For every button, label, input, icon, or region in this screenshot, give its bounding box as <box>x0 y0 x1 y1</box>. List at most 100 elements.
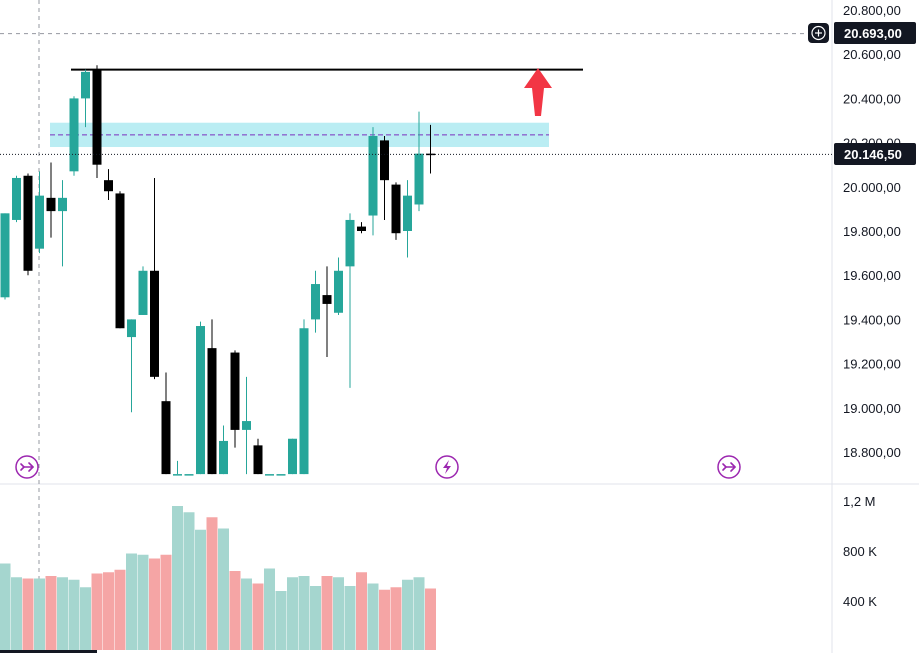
event-icon-right[interactable] <box>717 455 741 479</box>
candle <box>161 372 171 475</box>
volume-bar <box>45 576 57 650</box>
volume-bar <box>57 577 68 650</box>
candle-body <box>81 71 90 99</box>
candle <box>276 474 286 476</box>
candle-body <box>161 401 171 475</box>
candle <box>230 350 240 448</box>
candle <box>35 171 44 254</box>
last-price-label: 20.146,50 <box>834 143 916 165</box>
candle <box>173 460 182 476</box>
candle-body <box>299 328 309 475</box>
volume-bar <box>114 569 126 650</box>
candle-body <box>35 195 44 249</box>
volume-tick-label: 800 K <box>843 544 877 559</box>
up-arrow-drawing[interactable] <box>524 68 552 116</box>
candle <box>426 124 435 174</box>
candle-body <box>276 474 286 476</box>
volume-bar <box>379 589 390 650</box>
candle <box>115 191 125 329</box>
event-icon-left[interactable] <box>15 455 39 479</box>
event-icon-mid[interactable] <box>435 455 459 479</box>
candle-body <box>322 295 332 304</box>
volume-bar <box>149 558 160 650</box>
price-tick-label: 19.400,00 <box>843 312 901 327</box>
crosshair-price-label: 20.693,00 <box>808 22 916 44</box>
candle <box>391 182 401 240</box>
candle <box>219 425 228 475</box>
candle-body <box>92 69 102 165</box>
candle-body <box>403 195 412 231</box>
volume-bar <box>172 506 183 650</box>
volume-bar <box>34 578 45 650</box>
volume-bar <box>137 554 149 650</box>
price-axis[interactable]: 20.800,0020.600,0020.400,0020.200,0020.0… <box>843 3 901 460</box>
volume-bar <box>195 529 206 650</box>
candle <box>207 319 217 475</box>
candle <box>184 474 194 476</box>
volume-bar <box>402 579 413 650</box>
crosshair-price-text: 20.693,00 <box>844 26 902 41</box>
plus-circle-icon[interactable] <box>808 23 829 43</box>
candle <box>414 111 424 212</box>
volume-bar <box>80 587 91 650</box>
volume-bar <box>298 576 310 650</box>
candle-body <box>230 352 240 430</box>
price-tick-label: 20.400,00 <box>843 91 901 106</box>
candle-body <box>265 474 274 476</box>
candle-body <box>0 213 10 298</box>
time-range-highlight <box>0 650 97 653</box>
candle <box>196 321 205 475</box>
candle <box>69 96 79 176</box>
volume-bar <box>252 583 264 650</box>
candle <box>58 180 67 267</box>
volume-bar <box>241 578 252 650</box>
volume-bar <box>22 578 34 650</box>
candle-body <box>368 135 378 216</box>
price-tick-label: 19.800,00 <box>843 224 901 239</box>
candle-body <box>115 193 125 329</box>
candle <box>127 319 136 413</box>
volume-bar <box>91 573 103 650</box>
candle <box>23 173 33 276</box>
candle-body <box>414 153 424 205</box>
candle <box>92 65 102 178</box>
candle <box>288 438 297 475</box>
candle-body <box>127 319 136 338</box>
price-tick-label: 19.000,00 <box>843 401 901 416</box>
candle-body <box>345 219 355 267</box>
volume-series <box>0 506 436 650</box>
volume-bar <box>287 577 298 650</box>
candle <box>380 135 389 220</box>
volume-bar <box>367 583 379 650</box>
volume-tick-label: 400 K <box>843 594 877 609</box>
volume-bar <box>126 553 137 650</box>
candle-body <box>311 284 320 320</box>
price-tick-label: 20.000,00 <box>843 180 901 195</box>
volume-bar <box>425 588 436 650</box>
volume-bar <box>390 587 402 650</box>
volume-bar <box>229 571 241 650</box>
volume-bar <box>183 512 195 650</box>
supply-zone[interactable] <box>50 122 549 148</box>
candle <box>403 180 412 258</box>
volume-bar <box>68 579 80 650</box>
candle-body <box>150 270 159 377</box>
volume-bar <box>160 554 172 650</box>
volume-bar <box>103 572 114 650</box>
candle <box>104 169 113 201</box>
candle-body <box>426 153 435 156</box>
candle-body <box>196 326 205 475</box>
candle <box>265 474 274 476</box>
candle <box>138 266 148 315</box>
candle-body <box>104 180 113 192</box>
candle-body <box>23 175 33 271</box>
candle-body <box>58 197 67 212</box>
candle-body <box>391 184 401 234</box>
candle-body <box>12 177 21 220</box>
volume-bar <box>344 586 356 650</box>
lightning-circle-icon <box>443 460 451 474</box>
volume-bar <box>333 577 344 650</box>
price-tick-label: 20.800,00 <box>843 3 901 18</box>
